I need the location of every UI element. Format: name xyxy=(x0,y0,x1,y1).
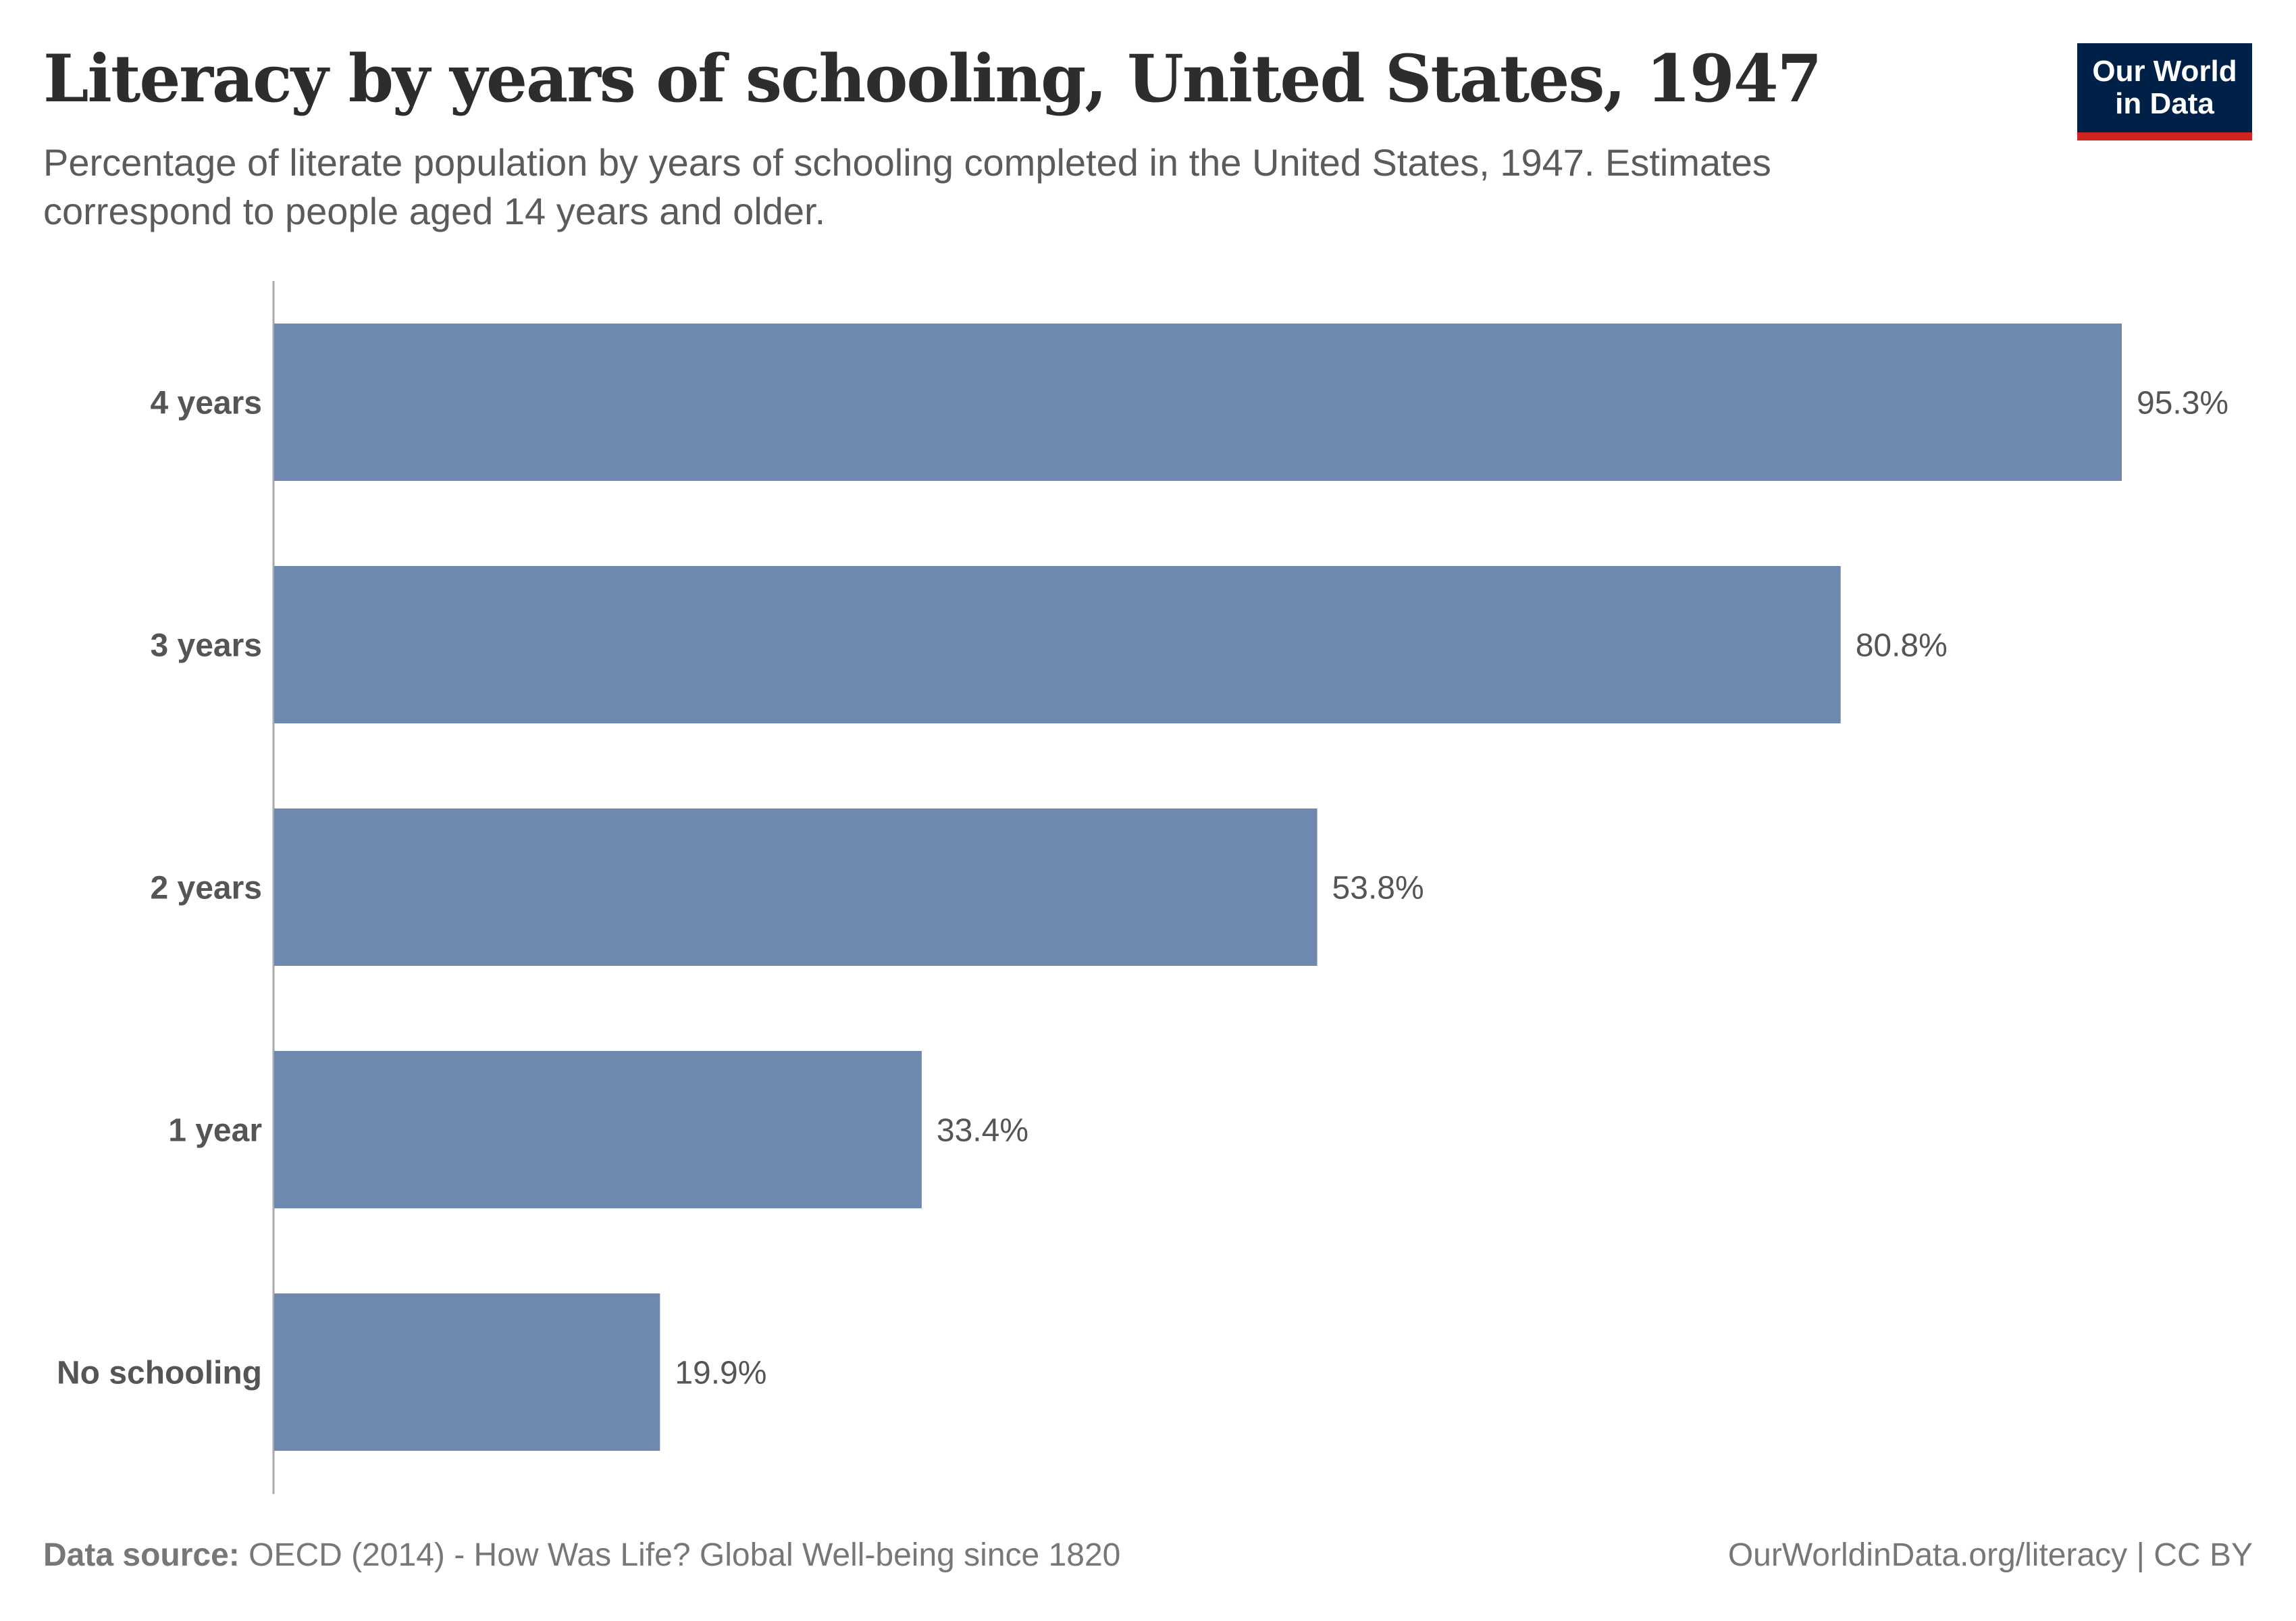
category-label: 2 years xyxy=(151,871,263,906)
value-label: 80.8% xyxy=(1856,628,1948,664)
bar[interactable] xyxy=(274,566,1841,723)
data-source: Data source: OECD (2014) - How Was Life?… xyxy=(43,1537,1120,1574)
value-label: 95.3% xyxy=(2137,386,2228,421)
category-label: No schooling xyxy=(57,1356,262,1391)
bar[interactable] xyxy=(274,808,1317,966)
logo-line1: Our World xyxy=(2092,55,2237,88)
data-source-text: OECD (2014) - How Was Life? Global Well-… xyxy=(249,1537,1121,1573)
footer-link[interactable]: OurWorldinData.org/literacy | CC BY xyxy=(1727,1537,2253,1573)
chart-title: Literacy by years of schooling, United S… xyxy=(43,41,1822,117)
bar[interactable] xyxy=(274,1293,660,1451)
value-label: 33.4% xyxy=(937,1113,1028,1149)
chart-subtitle: Percentage of literate population by yea… xyxy=(43,141,1771,232)
category-label: 3 years xyxy=(151,628,263,664)
logo-line2: in Data xyxy=(2115,87,2214,120)
value-label: 19.9% xyxy=(675,1356,766,1391)
bars-group: 4 years 95.3% 3 years 80.8% 2 years 53.8% 1 ye… xyxy=(57,324,2228,1451)
category-label: 4 years xyxy=(151,386,263,421)
value-label: 53.8% xyxy=(1332,871,1424,906)
data-source-label: Data source: xyxy=(43,1537,240,1573)
category-label: 1 year xyxy=(168,1113,262,1149)
bar[interactable] xyxy=(274,324,2122,481)
owid-logo[interactable]: Our World in Data xyxy=(2077,43,2252,140)
bar[interactable] xyxy=(274,1051,922,1208)
